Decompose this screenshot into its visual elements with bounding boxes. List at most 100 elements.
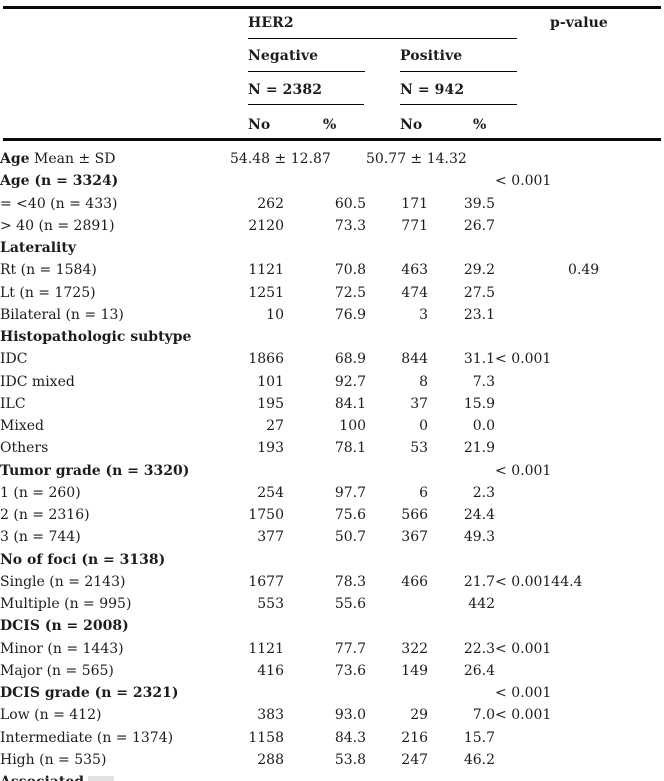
- column-group-her2: HER2: [248, 15, 294, 31]
- cell-negative-pct: 93.0: [334, 707, 367, 724]
- label-bold-text: Age: [0, 151, 30, 167]
- cell-negative-no: 262: [257, 195, 284, 212]
- cell-positive-pct: [428, 460, 495, 482]
- cell-negative-no: [230, 326, 284, 348]
- cell-negative-no: [230, 682, 284, 704]
- cell-negative-pct: 75.6: [334, 507, 367, 523]
- cell-negative-pct: 73.6: [334, 662, 367, 679]
- cell-negative-pct: 84.3: [334, 729, 367, 746]
- cell-label: DCIS grade (n = 2321): [0, 682, 230, 704]
- cell-negative-no: [230, 170, 284, 192]
- positive-spanner-rule: [400, 71, 517, 73]
- cell-p-value: [495, 415, 664, 437]
- cell-label: Associated: [0, 771, 230, 781]
- table-row: > 40 (n = 2891) 2120 73.3 771 26.7: [0, 215, 664, 237]
- table-row: Age Mean ± SD 54.48 ± 12.87 50.77 ± 14.32: [0, 148, 664, 170]
- cell-positive-pct: [428, 615, 495, 637]
- cell-negative-pct: 72.5: [334, 284, 367, 301]
- cell-label: Single (n = 2143): [0, 573, 126, 590]
- cell-label: = <40 (n = 433): [0, 195, 118, 212]
- cell-negative-pct: [284, 326, 366, 348]
- cell-positive-pct: 15.7: [463, 729, 496, 746]
- cell-positive-pct: [428, 549, 495, 571]
- cell-label: Others: [0, 440, 49, 457]
- subheader-positive-no: No: [400, 117, 423, 133]
- positive-n-rule: [400, 104, 517, 106]
- table-row: High (n = 535) 288 53.8 247 46.2: [0, 749, 664, 771]
- cell-p-value: [495, 615, 664, 637]
- table-row: Multiple (n = 995) 553 55.6 442: [0, 593, 664, 615]
- table-row-category: Tumor grade (n = 3320) < 0.001: [0, 460, 664, 482]
- cell-positive-pct: [428, 237, 495, 259]
- cell-negative-pct: 92.7: [334, 373, 367, 390]
- cell-negative-pct: 77.7: [334, 640, 367, 657]
- cell-positive-no: 0: [419, 418, 429, 434]
- cell-positive-pct: 7.3: [472, 373, 496, 390]
- table-row-category: DCIS (n = 2008): [0, 615, 664, 637]
- negative-n-count: N = 2382: [248, 82, 323, 98]
- cell-positive-pct: 39.5: [463, 195, 496, 212]
- cell-p-value: [495, 593, 664, 615]
- table-row: Mixed 27 100 0 0.0: [0, 415, 664, 437]
- cell-p-value: [495, 437, 664, 459]
- cell-p-value: [495, 727, 664, 749]
- cell-p-value: < 0.001: [495, 351, 552, 368]
- cell-positive-no: 29: [410, 707, 429, 724]
- cell-p-value: < 0.001: [495, 462, 552, 479]
- cell-negative-no: 195: [257, 395, 284, 412]
- subheader-positive-pct: %: [473, 117, 487, 133]
- cell-positive-pct: 21.9: [463, 440, 496, 457]
- cell-negative-no: 416: [257, 662, 284, 679]
- table-row: Single (n = 2143) 1677 78.3 466 21.7 < 0.0014…: [0, 571, 664, 593]
- table-row-category: Associated: [0, 771, 664, 781]
- subheader-negative-no: No: [248, 117, 271, 133]
- cell-negative-pct: 100: [339, 418, 367, 434]
- table-row: IDC mixed 101 92.7 8 7.3: [0, 371, 664, 393]
- label-bold-text: Laterality: [0, 240, 76, 256]
- table-row-category: Histopathologic subtype: [0, 326, 664, 348]
- table-top-rule: [3, 6, 661, 9]
- table-row: Rt (n = 1584) 1121 70.8 463 29.2 0.49: [0, 259, 664, 281]
- cell-label: Multiple (n = 995): [0, 596, 132, 612]
- table-row-category: Laterality: [0, 237, 664, 259]
- cell-positive-pct: 2.3: [472, 484, 496, 501]
- cell-label: Age Mean ± SD: [0, 151, 116, 167]
- cell-label: Rt (n = 1584): [0, 262, 97, 279]
- cell-negative-no: 101: [257, 373, 284, 390]
- cell-positive-no: 8: [419, 373, 429, 390]
- cell-label: Laterality: [0, 237, 230, 259]
- cell-p-value: [495, 504, 664, 526]
- cell-positive-pct: [428, 326, 495, 348]
- label-bold-text: DCIS (n = 2008): [0, 618, 129, 635]
- cell-negative-no: 288: [257, 751, 284, 768]
- cell-positive-no: 566: [401, 507, 429, 523]
- cell-negative-pct: [284, 237, 366, 259]
- table-row: Intermediate (n = 1374) 1158 84.3 216 15.7: [0, 727, 664, 749]
- cell-negative-pct: [284, 771, 366, 781]
- cell-label: Mixed: [0, 418, 44, 434]
- cell-positive-no: 367: [401, 529, 429, 546]
- cell-positive-no: 37: [410, 395, 429, 412]
- cell-p-value: [495, 393, 664, 415]
- cell-positive-no: 322: [401, 640, 429, 657]
- negative-spanner-rule: [248, 71, 365, 73]
- cell-negative-no: 377: [257, 529, 284, 546]
- cell-negative-pct: 55.6: [334, 596, 367, 612]
- cell-negative-no: 1121: [248, 262, 284, 279]
- cell-p-value: [495, 482, 664, 504]
- header-bottom-rule: [3, 138, 661, 141]
- table-row-category: DCIS grade (n = 2321) < 0.001: [0, 682, 664, 704]
- cell-positive-no: [366, 549, 428, 571]
- cell-label: Age (n = 3324): [0, 170, 230, 192]
- label-bold-text: Age (n = 3324): [0, 173, 119, 190]
- cell-negative-no: 1158: [248, 729, 284, 746]
- cell-negative-no: [230, 237, 284, 259]
- cell-negative-pct: 78.3: [334, 573, 367, 590]
- subheader-negative-pct: %: [323, 117, 337, 133]
- table-row: Minor (n = 1443) 1121 77.7 322 22.3 < 0.001: [0, 638, 664, 660]
- cell-positive-no: 844: [401, 351, 429, 368]
- positive-n-count: N = 942: [400, 82, 465, 98]
- cell-negative-pct: 73.3: [334, 217, 367, 234]
- cell-positive-no: [366, 460, 428, 482]
- cell-label: Minor (n = 1443): [0, 640, 124, 657]
